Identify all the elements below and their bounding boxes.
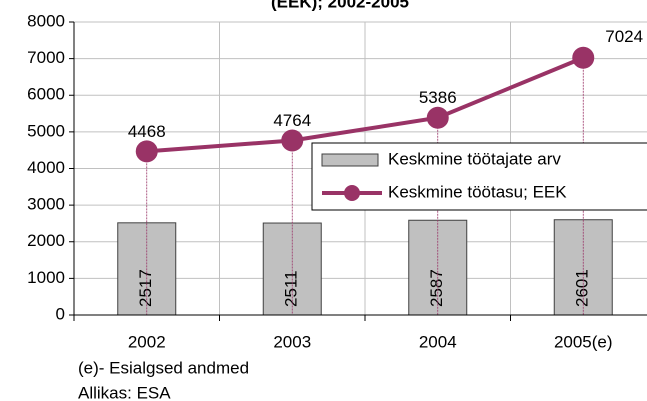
y-tick-label: 7000 [27, 48, 65, 67]
marker [135, 140, 158, 163]
x-tick-label: 2004 [419, 332, 457, 351]
footnote: Allikas: ESA [78, 383, 171, 401]
legend-label: Keskmine töötajate arv [388, 149, 561, 168]
marker [572, 46, 595, 69]
y-tick-label: 3000 [27, 195, 65, 214]
y-tick-label: 6000 [27, 85, 65, 104]
point-label: 7024 [605, 27, 643, 46]
chart-title: (EEK); 2002-2005 [271, 0, 409, 11]
point-label: 4764 [273, 111, 311, 130]
marker [426, 106, 449, 129]
y-tick-label: 4000 [27, 158, 65, 177]
y-tick-label: 0 [56, 304, 65, 323]
bar-label: 2517 [136, 269, 155, 307]
legend-swatch [321, 153, 379, 167]
x-tick-label: 2002 [128, 332, 166, 351]
point-label: 4468 [128, 122, 166, 141]
legend-swatch [344, 185, 360, 201]
legend-label: Keskmine töötasu; EEK [388, 182, 567, 201]
marker [281, 129, 304, 152]
bar-label: 2587 [427, 269, 446, 307]
bar-label: 2601 [573, 269, 592, 307]
footnote: (e)- Esialgsed andmed [78, 358, 249, 377]
y-tick-label: 8000 [27, 11, 65, 30]
y-tick-label: 2000 [27, 231, 65, 250]
y-tick-label: 1000 [27, 268, 65, 287]
point-label: 5386 [419, 88, 457, 107]
x-tick-label: 2005(e) [554, 332, 613, 351]
bar-label: 2511 [282, 270, 301, 307]
line [146, 55, 585, 154]
y-tick-label: 5000 [27, 121, 65, 140]
x-tick-label: 2003 [273, 332, 311, 351]
